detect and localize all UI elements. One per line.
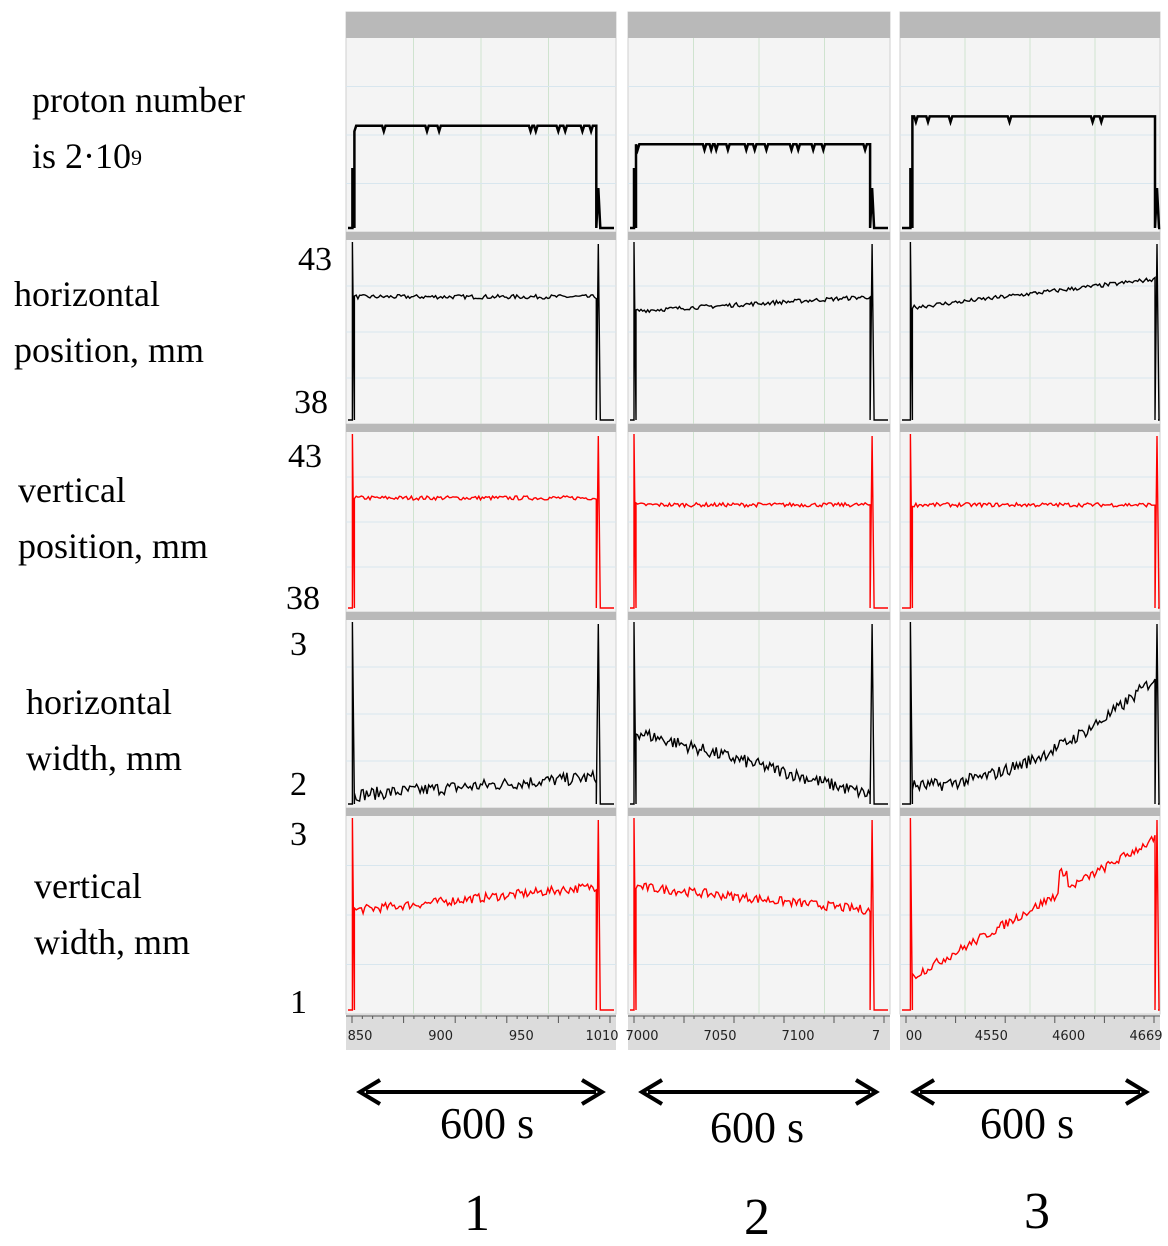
x-tick-label: 4600 xyxy=(1052,1029,1085,1044)
series-line-horizontal-position xyxy=(348,241,614,421)
ytick-hpos-top: 43 xyxy=(298,241,332,278)
series-line-horizontal-width xyxy=(630,621,888,805)
panel-title-bar xyxy=(346,12,616,38)
panel-title-bar xyxy=(628,12,890,38)
panel-title-bar xyxy=(900,808,1160,816)
panel-title-bar xyxy=(900,12,1160,38)
ytick-vpos-top: 43 xyxy=(288,438,322,475)
series-line-vertical-position xyxy=(630,433,888,609)
x-tick-label: 7050 xyxy=(703,1029,736,1044)
series-line-horizontal-width xyxy=(348,621,614,805)
x-tick-label: 4550 xyxy=(975,1029,1008,1044)
x-axis-panel xyxy=(628,1014,890,1050)
ytick-hpos-bottom: 38 xyxy=(294,384,328,421)
series-line-vertical-position xyxy=(348,433,614,609)
panel-title-bar xyxy=(628,232,890,240)
panel-title-bar xyxy=(346,424,616,432)
data-traces xyxy=(348,115,1161,1011)
panel-title-bar xyxy=(900,612,1160,620)
duration-label-col3: 600 s xyxy=(980,1099,1075,1148)
series-line-proton-number xyxy=(902,115,1161,230)
ytick-hwidth-bottom: 2 xyxy=(290,766,307,803)
x-axes: 850 900 950 1010 7000 7050 7100 7 00 4550 4600 4669 xyxy=(346,1014,1163,1050)
ytick-vwidth-top: 3 xyxy=(290,816,307,853)
duration-arrow-left-head xyxy=(356,1078,382,1106)
duration-label-col1: 600 s xyxy=(440,1099,535,1148)
duration-arrow-left-head xyxy=(638,1078,664,1106)
panel-title-bar xyxy=(628,808,890,816)
row-label-horizontal-position: horizontal position, mm xyxy=(14,274,205,370)
plot-panels xyxy=(345,11,1161,1015)
x-tick-label: 950 xyxy=(509,1029,534,1044)
x-tick-label: 7 xyxy=(872,1029,880,1044)
series-line-vertical-position xyxy=(902,433,1160,609)
panel-title-bar xyxy=(628,612,890,620)
ytick-vpos-bottom: 38 xyxy=(286,580,320,617)
series-line-vertical-width xyxy=(902,817,1160,1011)
x-tick-label: 850 xyxy=(348,1029,373,1044)
series-line-horizontal-position xyxy=(902,241,1160,421)
x-tick-label: 4669 xyxy=(1129,1029,1162,1044)
panel-title-bar xyxy=(900,424,1160,432)
series-line-proton-number xyxy=(348,124,614,230)
duration-arrow-left-head xyxy=(910,1078,936,1106)
ytick-vwidth-bottom: 1 xyxy=(290,984,307,1021)
row-label-vertical-position: vertical position, mm xyxy=(18,470,209,566)
row-label-vertical-width: vertical width, mm xyxy=(34,866,191,962)
panel-title-bar xyxy=(346,612,616,620)
x-axis-panel xyxy=(900,1014,1160,1050)
ytick-hwidth-top: 3 xyxy=(290,626,307,663)
row-label-horizontal-width: horizontal width, mm xyxy=(26,682,183,778)
series-line-horizontal-position xyxy=(630,241,888,421)
series-line-vertical-width xyxy=(348,817,614,1011)
x-tick-label: 1010 xyxy=(585,1029,618,1044)
x-tick-label: 7100 xyxy=(781,1029,814,1044)
duration-arrow-right-head xyxy=(1124,1078,1150,1106)
series-line-proton-number xyxy=(630,143,888,230)
x-tick-label: 900 xyxy=(428,1029,453,1044)
x-axis-panel xyxy=(346,1014,616,1050)
x-tick-label: 00 xyxy=(906,1029,923,1044)
duration-arrow-right-head xyxy=(854,1078,880,1106)
series-line-vertical-width xyxy=(630,817,888,1011)
row-label-proton-number: proton number is 2·10 9 xyxy=(32,72,245,184)
column-label-2: 2 xyxy=(744,1189,770,1246)
panel-title-bar xyxy=(346,232,616,240)
duration-label-col2: 600 s xyxy=(710,1103,805,1152)
panel-title-bar xyxy=(900,232,1160,240)
x-tick-label: 7000 xyxy=(625,1029,658,1044)
panel-title-bar xyxy=(628,424,890,432)
duration-arrows xyxy=(356,1078,1150,1106)
duration-arrow-right-head xyxy=(580,1078,606,1106)
panel-title-bar xyxy=(346,808,616,816)
column-label-1: 1 xyxy=(464,1185,490,1242)
exponent-superscript: 9 xyxy=(131,145,142,170)
series-line-horizontal-width xyxy=(902,621,1160,805)
column-label-3: 3 xyxy=(1024,1183,1050,1240)
